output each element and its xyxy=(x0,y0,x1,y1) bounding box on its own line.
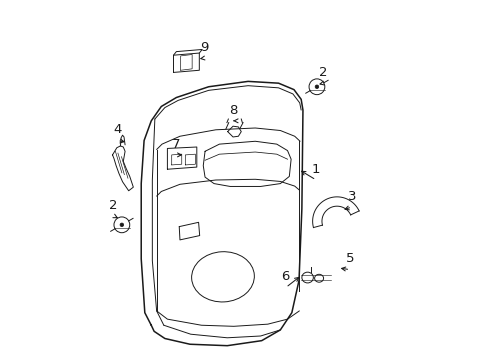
Text: 9: 9 xyxy=(200,41,208,54)
Text: 8: 8 xyxy=(229,104,238,117)
Text: 4: 4 xyxy=(113,123,121,136)
Circle shape xyxy=(314,85,318,89)
Text: 2: 2 xyxy=(319,66,327,79)
Text: 2: 2 xyxy=(109,199,118,212)
Text: 6: 6 xyxy=(281,270,289,283)
Text: 3: 3 xyxy=(347,190,356,203)
Text: 5: 5 xyxy=(346,252,354,265)
Circle shape xyxy=(120,223,123,226)
Text: 1: 1 xyxy=(311,163,320,176)
Text: 7: 7 xyxy=(172,138,180,150)
